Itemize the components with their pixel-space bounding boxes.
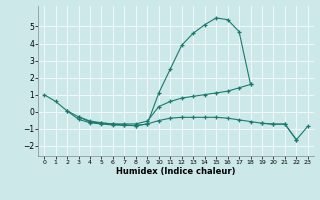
X-axis label: Humidex (Indice chaleur): Humidex (Indice chaleur)	[116, 167, 236, 176]
